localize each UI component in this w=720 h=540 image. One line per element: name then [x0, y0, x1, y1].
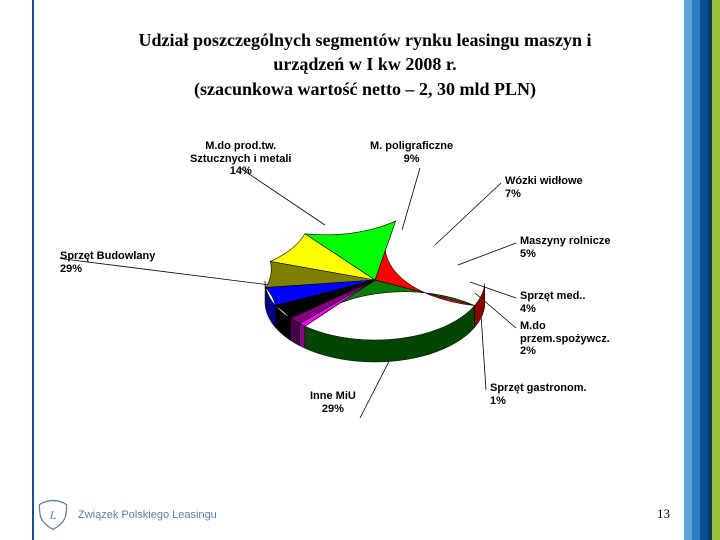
label-wozki: Wózki widłowe 7% — [505, 175, 583, 200]
title-line3: (szacunkowa wartość netto – 2, 30 mld PL… — [194, 79, 536, 99]
logo-letter: L — [49, 508, 57, 522]
page-number: 13 — [657, 506, 670, 522]
label-med: Sprzęt med.. 4% — [520, 290, 585, 315]
footer-org: Związek Polskiego Leasingu — [78, 509, 217, 521]
label-inne: Inne MiU 29% — [310, 390, 356, 415]
left-border — [32, 0, 34, 540]
label-gastronom: Sprzęt gastronom. 1% — [490, 382, 587, 407]
title-line2: urządzeń w I kw 2008 r. — [273, 54, 456, 74]
shield-icon: L — [36, 498, 70, 532]
label-spozywcz: M.do przem.spożywcz. 2% — [520, 320, 610, 358]
pie-svg — [260, 220, 490, 400]
title-line1: Udział poszczególnych segmentów rynku le… — [138, 30, 591, 50]
slide-title: Udział poszczególnych segmentów rynku le… — [70, 28, 660, 101]
pie-holder — [260, 220, 490, 370]
side-stripe — [684, 0, 720, 540]
label-poligraf: M. poligraficzne 9% — [370, 140, 453, 165]
footer-logo: L Związek Polskiego Leasingu — [36, 498, 217, 532]
label-budowlany: Sprzęt Budowlany 29% — [60, 250, 155, 275]
pie-chart: M.do prod.tw. Sztucznych i metali 14% M. … — [60, 140, 660, 460]
label-prodtw: M.do prod.tw. Sztucznych i metali 14% — [190, 140, 291, 178]
label-rolnicze: Maszyny rolnicze 5% — [520, 235, 610, 260]
